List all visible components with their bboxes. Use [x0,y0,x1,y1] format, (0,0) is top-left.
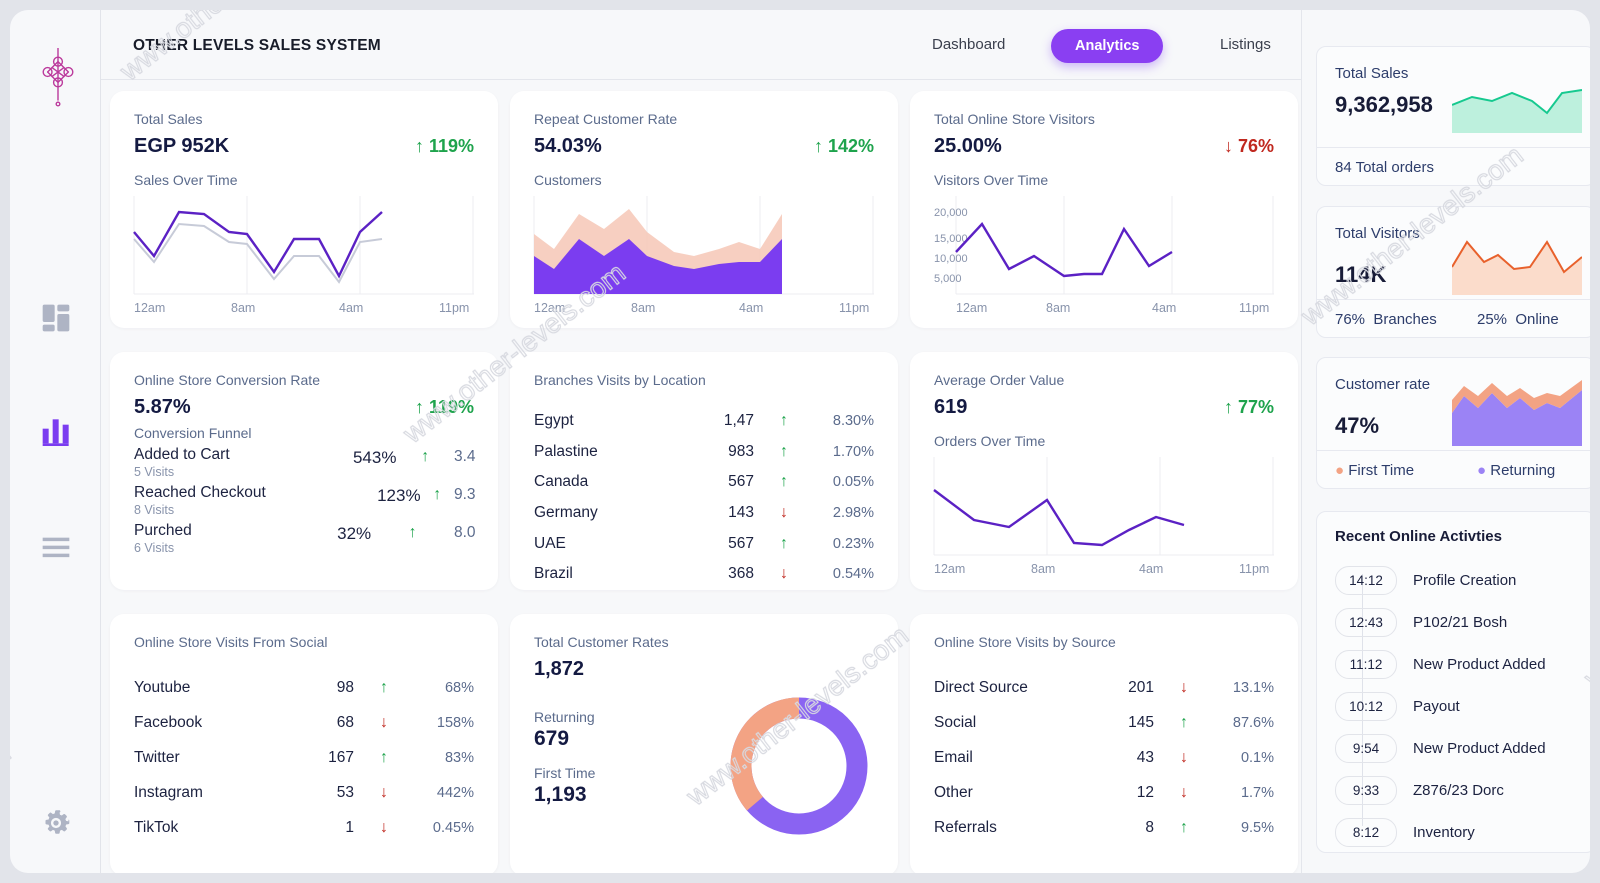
svg-text:11pm: 11pm [839,301,869,315]
svg-text:8am: 8am [231,301,255,315]
svg-text:12am: 12am [956,301,987,315]
svg-text:4am: 4am [739,301,763,315]
svg-text:11pm: 11pm [1239,301,1269,315]
svg-text:8am: 8am [1031,562,1055,576]
svg-text:12am: 12am [934,562,965,576]
svg-text:12am: 12am [134,301,165,315]
svg-text:10,000: 10,000 [934,253,968,265]
svg-text:4am: 4am [1152,301,1176,315]
svg-text:4am: 4am [1139,562,1163,576]
svg-text:12am: 12am [534,301,565,315]
svg-text:8am: 8am [1046,301,1070,315]
svg-text:11pm: 11pm [1239,562,1269,576]
svg-text:20,000: 20,000 [934,207,968,219]
svg-text:4am: 4am [339,301,363,315]
svg-text:5,000: 5,000 [934,273,962,285]
svg-text:8am: 8am [631,301,655,315]
svg-text:11pm: 11pm [439,301,469,315]
